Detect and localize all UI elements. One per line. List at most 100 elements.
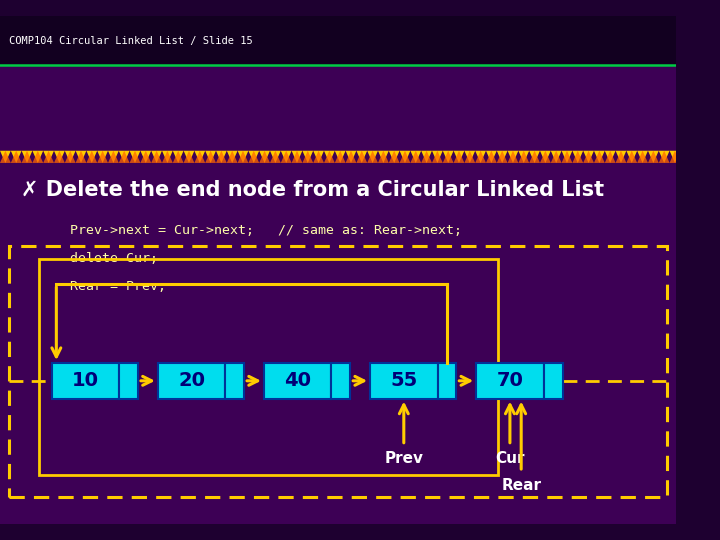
FancyBboxPatch shape [370, 363, 438, 399]
Polygon shape [540, 151, 551, 163]
Polygon shape [11, 151, 22, 163]
Polygon shape [583, 151, 594, 163]
Polygon shape [65, 151, 76, 163]
Polygon shape [173, 151, 184, 163]
Polygon shape [32, 151, 43, 163]
Polygon shape [432, 151, 443, 163]
Polygon shape [151, 151, 162, 163]
Polygon shape [583, 151, 594, 163]
Polygon shape [616, 151, 626, 163]
Polygon shape [11, 151, 22, 163]
Polygon shape [508, 151, 518, 163]
Polygon shape [335, 151, 346, 163]
Polygon shape [194, 151, 205, 163]
Polygon shape [281, 151, 292, 163]
Polygon shape [551, 151, 562, 163]
Text: Prev: Prev [384, 451, 423, 466]
Polygon shape [173, 151, 184, 163]
Polygon shape [162, 151, 173, 163]
Polygon shape [367, 151, 378, 163]
Polygon shape [97, 151, 108, 163]
Polygon shape [22, 151, 32, 163]
Polygon shape [529, 151, 540, 163]
Polygon shape [65, 151, 76, 163]
Polygon shape [140, 151, 151, 163]
Polygon shape [421, 151, 432, 163]
Polygon shape [76, 151, 86, 163]
Polygon shape [486, 151, 497, 163]
Polygon shape [648, 151, 659, 163]
Polygon shape [43, 151, 54, 163]
Text: Cur: Cur [495, 451, 525, 466]
Polygon shape [259, 151, 270, 163]
Polygon shape [248, 151, 259, 163]
Polygon shape [616, 151, 626, 163]
Polygon shape [292, 151, 302, 163]
Text: Rear: Rear [501, 477, 541, 492]
Text: Rear = Prev;: Rear = Prev; [71, 280, 166, 293]
Polygon shape [238, 151, 248, 163]
Polygon shape [562, 151, 572, 163]
Polygon shape [205, 151, 216, 163]
FancyBboxPatch shape [0, 16, 676, 524]
Polygon shape [659, 151, 670, 163]
Polygon shape [43, 151, 54, 163]
Text: 55: 55 [390, 372, 418, 390]
Polygon shape [32, 151, 43, 163]
Polygon shape [605, 151, 616, 163]
Polygon shape [216, 151, 227, 163]
Polygon shape [497, 151, 508, 163]
Polygon shape [475, 151, 486, 163]
Polygon shape [594, 151, 605, 163]
Polygon shape [572, 151, 583, 163]
Polygon shape [119, 151, 130, 163]
Polygon shape [130, 151, 140, 163]
Polygon shape [324, 151, 335, 163]
Polygon shape [454, 151, 464, 163]
Polygon shape [378, 151, 389, 163]
Polygon shape [140, 151, 151, 163]
Polygon shape [324, 151, 335, 163]
Polygon shape [194, 151, 205, 163]
Text: 10: 10 [72, 372, 99, 390]
Polygon shape [400, 151, 410, 163]
Polygon shape [346, 151, 356, 163]
Polygon shape [659, 151, 670, 163]
Polygon shape [108, 151, 119, 163]
Polygon shape [572, 151, 583, 163]
Polygon shape [518, 151, 529, 163]
Polygon shape [648, 151, 659, 163]
Polygon shape [313, 151, 324, 163]
Polygon shape [76, 151, 86, 163]
Polygon shape [594, 151, 605, 163]
Polygon shape [626, 151, 637, 163]
FancyBboxPatch shape [438, 363, 456, 399]
FancyBboxPatch shape [52, 363, 120, 399]
Polygon shape [475, 151, 486, 163]
Polygon shape [86, 151, 97, 163]
Polygon shape [313, 151, 324, 163]
Polygon shape [670, 151, 680, 163]
Polygon shape [270, 151, 281, 163]
Polygon shape [454, 151, 464, 163]
Polygon shape [443, 151, 454, 163]
Text: COMP104 Circular Linked List / Slide 15: COMP104 Circular Linked List / Slide 15 [9, 36, 253, 46]
FancyBboxPatch shape [0, 16, 676, 65]
Polygon shape [86, 151, 97, 163]
Polygon shape [529, 151, 540, 163]
Polygon shape [259, 151, 270, 163]
Polygon shape [378, 151, 389, 163]
Polygon shape [497, 151, 508, 163]
Polygon shape [410, 151, 421, 163]
FancyBboxPatch shape [264, 363, 331, 399]
FancyBboxPatch shape [544, 363, 562, 399]
Polygon shape [184, 151, 194, 163]
Polygon shape [605, 151, 616, 163]
Polygon shape [270, 151, 281, 163]
Polygon shape [54, 151, 65, 163]
Polygon shape [637, 151, 648, 163]
Polygon shape [119, 151, 130, 163]
Polygon shape [302, 151, 313, 163]
Polygon shape [248, 151, 259, 163]
FancyBboxPatch shape [0, 65, 676, 524]
